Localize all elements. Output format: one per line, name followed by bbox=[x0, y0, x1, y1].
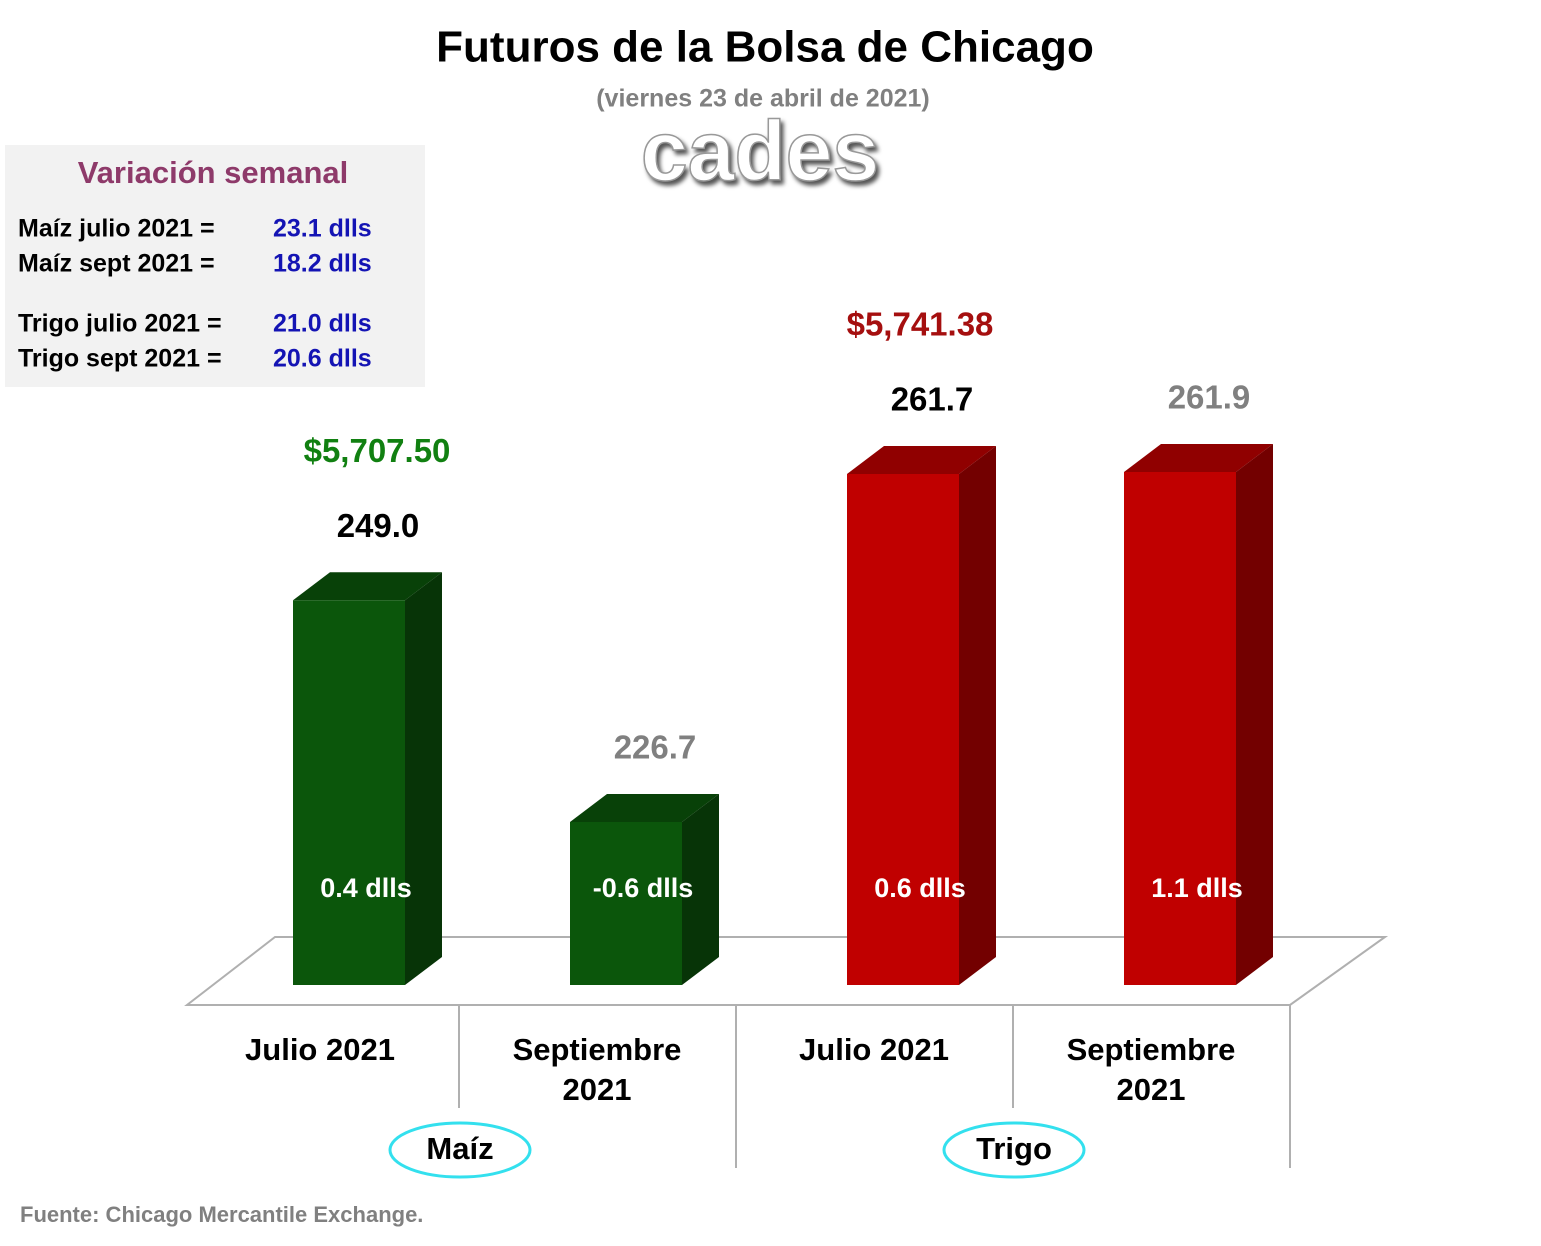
chart-title: Futuros de la Bolsa de Chicago bbox=[436, 23, 1094, 72]
bar-top bbox=[847, 445, 996, 474]
x-tick-label: Septiembre 2021 bbox=[512, 1032, 682, 1107]
bar-side bbox=[1236, 444, 1273, 985]
value-label: 261.9 bbox=[1168, 379, 1251, 416]
dividers bbox=[458, 1005, 1291, 1168]
source: Fuente: Chicago Mercantile Exchange. bbox=[20, 1202, 423, 1227]
info-title: Variación semanal bbox=[78, 155, 349, 190]
bar-front bbox=[293, 600, 405, 985]
bar-front bbox=[1124, 472, 1236, 985]
group-label: Trigo bbox=[976, 1131, 1052, 1166]
group-total: $5,707.50 bbox=[304, 432, 451, 469]
info-value: 20.6 dlls bbox=[273, 345, 372, 373]
bar bbox=[1124, 444, 1273, 985]
bar-top bbox=[1124, 444, 1273, 472]
value-label: 249.0 bbox=[337, 507, 420, 544]
info-value: 18.2 dlls bbox=[273, 250, 372, 278]
bar-side bbox=[959, 445, 996, 985]
bar bbox=[293, 572, 442, 985]
group-ellipse bbox=[388, 1121, 532, 1179]
bar bbox=[847, 445, 996, 985]
bar-front bbox=[847, 473, 959, 985]
change-label: 0.4 dlls bbox=[320, 873, 412, 903]
value-label: 226.7 bbox=[614, 729, 697, 766]
bar-top bbox=[570, 794, 719, 822]
info-label: Maíz sept 2021 = bbox=[18, 250, 215, 278]
group-total: $5,741.38 bbox=[847, 306, 994, 343]
floor bbox=[184, 936, 1389, 1006]
info-label: Maíz julio 2021 = bbox=[18, 215, 215, 243]
change-label: 0.6 dlls bbox=[874, 873, 966, 903]
x-tick-label: Julio 2021 bbox=[245, 1032, 395, 1067]
bar bbox=[570, 794, 719, 985]
watermark: cades bbox=[641, 104, 879, 198]
info-value: 21.0 dlls bbox=[273, 310, 372, 338]
bar-top bbox=[293, 572, 442, 601]
info-box bbox=[5, 145, 425, 387]
x-tick-label: Septiembre 2021 bbox=[1066, 1032, 1236, 1107]
info-label: Trigo sept 2021 = bbox=[18, 345, 222, 373]
group-label: Maíz bbox=[426, 1131, 493, 1166]
chart-subtitle: (viernes 23 de abril de 2021) bbox=[596, 85, 930, 113]
bar-side bbox=[405, 572, 442, 985]
change-label: -0.6 dlls bbox=[593, 873, 694, 903]
x-tick-label: Julio 2021 bbox=[799, 1032, 949, 1067]
info-label: Trigo julio 2021 = bbox=[18, 310, 222, 338]
value-label: 261.7 bbox=[891, 381, 974, 418]
info-value: 23.1 dlls bbox=[273, 215, 372, 243]
change-label: 1.1 dlls bbox=[1151, 873, 1243, 903]
group-ellipse bbox=[942, 1121, 1086, 1179]
bar-side bbox=[682, 794, 719, 985]
bar-front bbox=[570, 822, 682, 985]
